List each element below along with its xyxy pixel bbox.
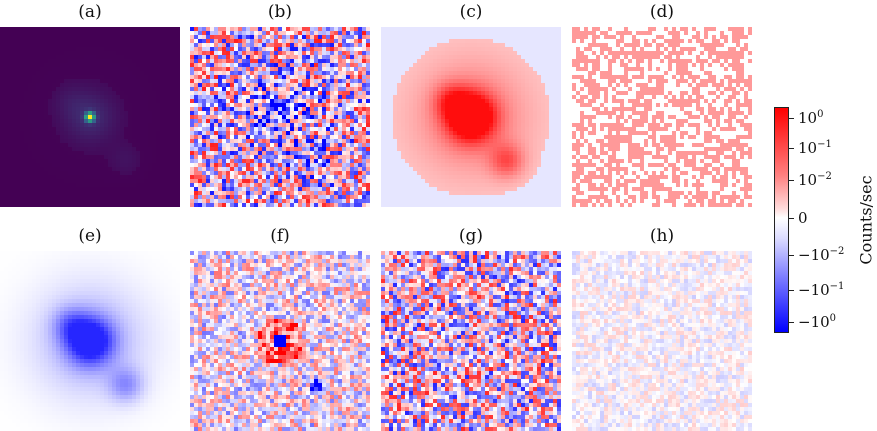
colorbar-tick-label: −10−1 xyxy=(798,281,845,299)
panel-b-image xyxy=(190,27,370,207)
colorbar-tick-label: 100 xyxy=(798,109,824,127)
colorbar-tick-mark xyxy=(789,148,794,149)
colorbar-tick-mark xyxy=(789,180,794,181)
panel-title-c: (c) xyxy=(459,2,483,22)
colorbar-tick-mark xyxy=(789,118,794,119)
panel-title-g: (g) xyxy=(458,226,484,246)
panel-title-f: (f) xyxy=(270,226,290,246)
colorbar-tick-label: −10−2 xyxy=(798,246,845,264)
panel-h-image xyxy=(572,251,752,431)
colorbar xyxy=(774,107,789,333)
panel-title-a: (a) xyxy=(78,2,102,22)
panel-title-e: (e) xyxy=(78,226,102,246)
colorbar-tick-label: 0 xyxy=(798,209,808,227)
panel-title-h: (h) xyxy=(649,226,675,246)
panel-title-b: (b) xyxy=(267,2,293,22)
colorbar-tick-mark xyxy=(789,218,794,219)
panel-f-image xyxy=(190,251,370,431)
colorbar-label: Counts/sec xyxy=(856,175,876,265)
colorbar-tick-mark xyxy=(789,322,794,323)
colorbar-tick-mark xyxy=(789,290,794,291)
colorbar-tick-label: 10−2 xyxy=(798,171,832,189)
panel-a-image xyxy=(0,27,180,207)
colorbar-tick-mark xyxy=(789,255,794,256)
panel-d-image xyxy=(572,27,752,207)
colorbar-tick-label: 10−1 xyxy=(798,139,832,157)
panel-title-d: (d) xyxy=(649,2,675,22)
panel-e-image xyxy=(0,251,180,431)
panel-c-image xyxy=(381,27,561,207)
colorbar-tick-label: −100 xyxy=(798,313,837,331)
panel-g-image xyxy=(381,251,561,431)
